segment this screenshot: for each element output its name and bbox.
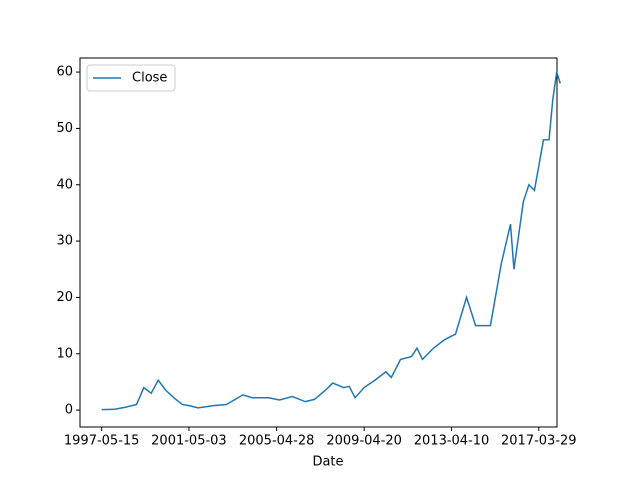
x-tick-label: 2001-05-03 bbox=[151, 434, 227, 449]
legend-label: Close bbox=[132, 71, 167, 86]
legend-box bbox=[86, 64, 176, 92]
y-tick-label: 50 bbox=[56, 121, 73, 136]
x-tick-label: 1997-05-15 bbox=[64, 434, 140, 449]
line bbox=[101, 71, 561, 411]
plot-frame bbox=[79, 57, 558, 428]
y-tick-label: 20 bbox=[56, 290, 73, 305]
y-tick-label: 10 bbox=[56, 346, 73, 361]
x-tick-label: 2005-04-28 bbox=[239, 434, 315, 449]
y-tick-label: 0 bbox=[65, 403, 73, 418]
x-axis-label: Date bbox=[312, 455, 343, 470]
x-tick-label: 2013-04-10 bbox=[414, 434, 490, 449]
y-tick-label: 30 bbox=[56, 234, 73, 249]
y-tick-label: 40 bbox=[56, 177, 73, 192]
x-tick-label: 2009-04-20 bbox=[326, 434, 402, 449]
y-tick-label: 60 bbox=[56, 65, 73, 80]
x-tick-label: 2017-03-29 bbox=[501, 434, 577, 449]
